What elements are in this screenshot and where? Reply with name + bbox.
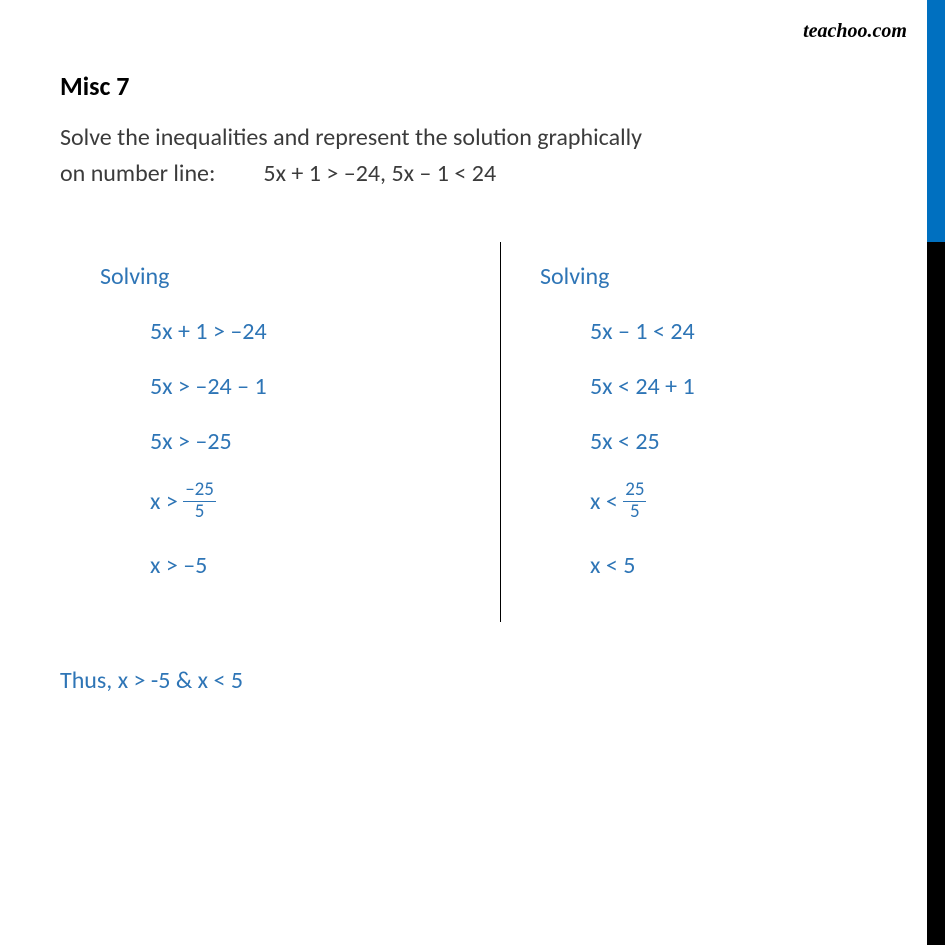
problem-statement: Solve the inequalities and represent the… bbox=[60, 120, 885, 192]
right-step-2: 5x < 24 + 1 bbox=[590, 372, 860, 401]
conclusion: Thus, x > -5 & x < 5 bbox=[60, 666, 885, 695]
right-step-4: x < 255 bbox=[590, 482, 860, 525]
left-fraction-denominator: 5 bbox=[183, 502, 216, 523]
right-step-3: 5x < 25 bbox=[590, 427, 860, 456]
left-column: Solving 5x + 1 > –24 5x > –24 – 1 5x > –… bbox=[100, 262, 480, 606]
right-step-1: 5x – 1 < 24 bbox=[590, 317, 860, 346]
left-fraction-numerator: –25 bbox=[183, 480, 216, 502]
right-fraction: 255 bbox=[623, 480, 646, 523]
right-column: Solving 5x – 1 < 24 5x < 24 + 1 5x < 25 … bbox=[480, 262, 860, 606]
right-fraction-numerator: 25 bbox=[623, 480, 646, 502]
right-solving-label: Solving bbox=[540, 262, 860, 291]
left-solving-label: Solving bbox=[100, 262, 480, 291]
page-content: Misc 7 Solve the inequalities and repres… bbox=[0, 0, 945, 735]
left-step-5: x > –5 bbox=[150, 551, 480, 580]
question-line-1: Solve the inequalities and represent the… bbox=[60, 123, 642, 152]
right-step-5: x < 5 bbox=[590, 551, 860, 580]
problem-title: Misc 7 bbox=[60, 70, 885, 102]
column-divider bbox=[500, 242, 501, 622]
left-step-4: x > –255 bbox=[150, 482, 480, 525]
left-step-1: 5x + 1 > –24 bbox=[150, 317, 480, 346]
left-step-4-prefix: x > bbox=[150, 487, 183, 516]
watermark: teachoo.com bbox=[803, 20, 907, 43]
right-step-4-prefix: x < bbox=[590, 487, 623, 516]
right-fraction-denominator: 5 bbox=[623, 502, 646, 523]
question-line-2: on number line: 5x + 1 > –24, 5x – 1 < 2… bbox=[60, 159, 496, 188]
left-step-3: 5x > –25 bbox=[150, 427, 480, 456]
solution-columns: Solving 5x + 1 > –24 5x > –24 – 1 5x > –… bbox=[100, 262, 885, 606]
left-fraction: –255 bbox=[183, 480, 216, 523]
left-step-2: 5x > –24 – 1 bbox=[150, 372, 480, 401]
side-bar-blue bbox=[927, 0, 945, 242]
